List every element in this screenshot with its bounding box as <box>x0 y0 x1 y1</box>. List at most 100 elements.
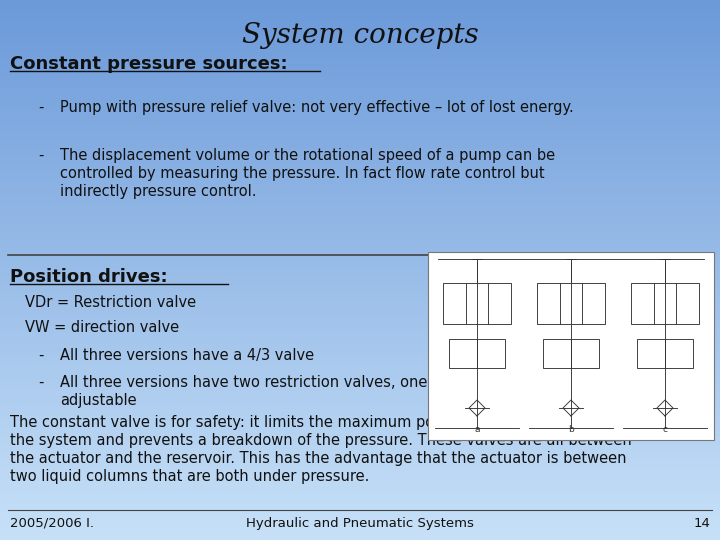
Bar <box>0 355 720 356</box>
Bar <box>0 468 720 470</box>
Bar <box>0 488 720 490</box>
Bar <box>0 158 720 160</box>
Bar <box>0 430 720 432</box>
Bar <box>0 99 720 101</box>
Bar <box>0 92 720 93</box>
Bar <box>0 83 720 85</box>
Bar <box>0 47 720 49</box>
Bar <box>0 66 720 69</box>
Bar <box>0 482 720 484</box>
Bar <box>0 18 720 20</box>
Bar <box>0 513 720 515</box>
Bar <box>0 12 720 15</box>
Bar <box>0 441 720 443</box>
Bar <box>0 288 720 290</box>
Bar <box>0 248 720 250</box>
Bar <box>0 184 720 185</box>
Bar <box>0 259 720 261</box>
Bar <box>0 160 720 162</box>
Bar <box>0 525 720 528</box>
Bar <box>0 243 720 245</box>
Bar <box>0 383 720 385</box>
Bar <box>0 317 720 319</box>
Bar <box>0 79 720 81</box>
Bar <box>0 452 720 454</box>
Bar <box>0 347 720 349</box>
Bar <box>0 11 720 12</box>
Bar <box>0 474 720 475</box>
Bar <box>0 238 720 239</box>
Bar <box>0 331 720 333</box>
Bar <box>0 209 720 211</box>
Bar <box>0 255 720 258</box>
Bar <box>0 162 720 164</box>
Bar <box>0 153 720 155</box>
Bar <box>0 29 720 31</box>
Bar <box>0 457 720 459</box>
Bar <box>0 522 720 524</box>
Bar <box>0 299 720 301</box>
Bar <box>0 128 720 130</box>
Bar <box>0 65 720 66</box>
Bar <box>0 97 720 99</box>
Bar <box>0 315 720 317</box>
Bar <box>0 417 720 420</box>
Bar <box>0 207 720 209</box>
Bar <box>0 263 720 265</box>
Bar <box>0 326 720 328</box>
Bar <box>0 497 720 498</box>
Bar <box>0 371 720 373</box>
Bar <box>0 336 720 339</box>
Bar <box>0 69 720 70</box>
Bar <box>0 524 720 525</box>
Bar <box>0 169 720 171</box>
Bar <box>0 198 720 200</box>
Bar <box>0 228 720 231</box>
Bar <box>0 319 720 320</box>
Bar <box>0 529 720 531</box>
Bar <box>0 150 720 151</box>
Text: the system and prevents a breakdown of the pressure. These valves are all betwee: the system and prevents a breakdown of t… <box>10 433 631 448</box>
Bar <box>0 491 720 493</box>
Bar <box>0 144 720 146</box>
Text: -: - <box>38 100 43 115</box>
Text: The displacement volume or the rotational speed of a pump can be: The displacement volume or the rotationa… <box>60 148 555 163</box>
Bar <box>0 320 720 322</box>
Bar <box>0 185 720 187</box>
Bar <box>0 342 720 344</box>
Text: VDr = Restriction valve: VDr = Restriction valve <box>25 295 196 310</box>
Bar <box>0 272 720 274</box>
Bar <box>0 511 720 513</box>
Bar <box>0 427 720 428</box>
Bar <box>0 436 720 437</box>
Bar <box>0 520 720 522</box>
Bar <box>0 252 720 254</box>
Bar <box>0 38 720 39</box>
Bar <box>0 362 720 363</box>
Text: controlled by measuring the pressure. In fact flow rate control but: controlled by measuring the pressure. In… <box>60 166 544 181</box>
Bar <box>0 63 720 65</box>
Bar <box>0 353 720 355</box>
Bar <box>0 401 720 403</box>
Bar <box>0 2 720 4</box>
Bar <box>0 360 720 362</box>
Bar <box>0 236 720 238</box>
Bar <box>0 49 720 50</box>
Bar <box>0 120 720 123</box>
Bar <box>0 250 720 252</box>
Bar <box>0 123 720 124</box>
Bar <box>0 533 720 535</box>
Bar <box>0 20 720 22</box>
Bar <box>0 470 720 471</box>
Bar <box>0 309 720 312</box>
Bar <box>0 173 720 174</box>
Bar <box>0 286 720 288</box>
Bar <box>0 81 720 83</box>
Bar <box>0 151 720 153</box>
Bar <box>0 270 720 272</box>
Bar <box>0 378 720 380</box>
Bar <box>0 308 720 309</box>
Bar <box>0 265 720 266</box>
Bar <box>0 447 720 448</box>
Bar <box>0 25 720 27</box>
